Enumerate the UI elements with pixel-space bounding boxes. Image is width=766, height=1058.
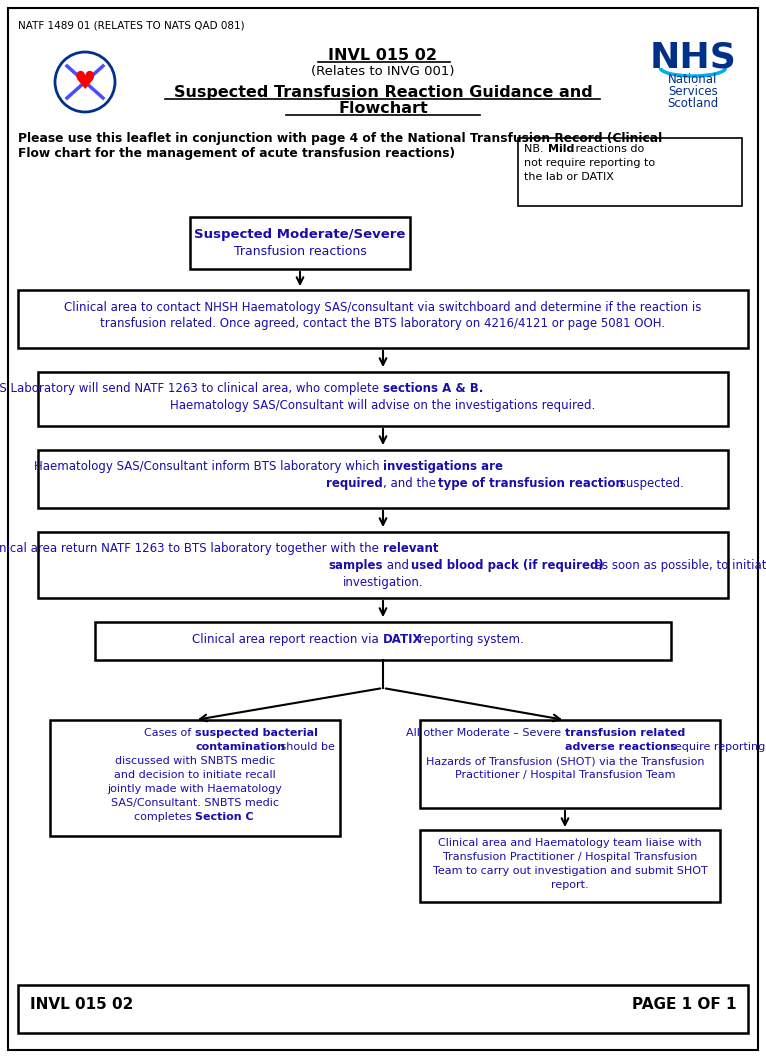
Bar [38, 450, 728, 508]
Text: investigation.: investigation. [342, 576, 424, 589]
Text: INVL 015 02: INVL 015 02 [30, 997, 133, 1013]
Text: discussed with SNBTS medic: discussed with SNBTS medic [115, 756, 275, 766]
Text: (Relates to INVG 001): (Relates to INVG 001) [311, 65, 455, 78]
Text: Transfusion reactions: Transfusion reactions [234, 245, 366, 258]
Text: Clinical area report reaction via: Clinical area report reaction via [192, 633, 383, 646]
Text: NB.: NB. [524, 144, 547, 154]
Bar [50, 720, 340, 836]
Text: suspected.: suspected. [616, 477, 684, 490]
Bar [190, 217, 410, 269]
Text: ♥: ♥ [74, 70, 97, 94]
Text: Flow chart for the management of acute transfusion reactions): Flow chart for the management of acute t… [18, 147, 455, 160]
Bar [18, 290, 748, 348]
Text: Practitioner / Hospital Transfusion Team: Practitioner / Hospital Transfusion Team [455, 770, 676, 780]
Text: transfusion related. Once agreed, contact the BTS laboratory on 4216/4121 or pag: transfusion related. Once agreed, contac… [100, 317, 666, 330]
Text: INVL 015 02: INVL 015 02 [329, 48, 437, 63]
Bar [518, 138, 742, 206]
Text: Haematology SAS/Consultant inform BTS laboratory which: Haematology SAS/Consultant inform BTS la… [34, 460, 383, 473]
Text: Clinical area and Haematology team liaise with: Clinical area and Haematology team liais… [438, 838, 702, 849]
Text: require reporting to Serious: require reporting to Serious [667, 742, 766, 752]
Text: contamination: contamination [195, 742, 285, 752]
Text: as soon as possible, to initiate timely: as soon as possible, to initiate timely [591, 559, 766, 572]
Bar [420, 720, 720, 808]
Bar [18, 985, 748, 1033]
Text: Clinical area return NATF 1263 to BTS laboratory together with the: Clinical area return NATF 1263 to BTS la… [0, 542, 383, 555]
Text: adverse reactions: adverse reactions [565, 742, 677, 752]
Text: Team to carry out investigation and submit SHOT: Team to carry out investigation and subm… [433, 867, 707, 876]
Bar [38, 372, 728, 426]
Text: and: and [383, 559, 413, 572]
Bar [38, 532, 728, 598]
Text: not require reporting to: not require reporting to [524, 158, 655, 168]
Text: National: National [668, 73, 718, 86]
Text: Please use this leaflet in conjunction with page 4 of the National Transfusion R: Please use this leaflet in conjunction w… [18, 132, 663, 145]
Bar [95, 622, 671, 660]
Text: Clinical area to contact NHSH Haematology SAS/consultant via switchboard and det: Clinical area to contact NHSH Haematolog… [64, 300, 702, 314]
Text: completes: completes [134, 811, 195, 822]
Text: DATIX: DATIX [383, 633, 423, 646]
Text: samples: samples [329, 559, 383, 572]
Text: transfusion related: transfusion related [565, 728, 686, 738]
Text: Services: Services [668, 85, 718, 98]
Text: NATF 1489 01 (RELATES TO NATS QAD 081): NATF 1489 01 (RELATES TO NATS QAD 081) [18, 20, 244, 30]
Text: Mild: Mild [548, 144, 574, 154]
Text: Suspected Transfusion Reaction Guidance and: Suspected Transfusion Reaction Guidance … [174, 85, 592, 101]
Text: Hazards of Transfusion (SHOT) via the Transfusion: Hazards of Transfusion (SHOT) via the Tr… [426, 756, 704, 766]
Text: Haematology SAS/Consultant will advise on the investigations required.: Haematology SAS/Consultant will advise o… [170, 399, 596, 412]
Text: Section C: Section C [195, 811, 254, 822]
Bar [420, 829, 720, 902]
Text: All other Moderate – Severe: All other Moderate – Severe [407, 728, 565, 738]
Text: Cases of: Cases of [144, 728, 195, 738]
Text: jointly made with Haematology: jointly made with Haematology [107, 784, 283, 794]
Text: Scotland: Scotland [667, 97, 719, 110]
Text: investigations are: investigations are [383, 460, 503, 473]
Text: Suspected Moderate/Severe: Suspected Moderate/Severe [195, 229, 406, 241]
Text: , and the: , and the [383, 477, 440, 490]
Text: Transfusion Practitioner / Hospital Transfusion: Transfusion Practitioner / Hospital Tran… [443, 852, 697, 862]
Text: and decision to initiate recall: and decision to initiate recall [114, 770, 276, 780]
Text: reactions do: reactions do [572, 144, 644, 154]
Text: NHS: NHS [650, 40, 736, 74]
Text: sections A & B.: sections A & B. [383, 382, 483, 395]
Text: SAS/Consultant. SNBTS medic: SAS/Consultant. SNBTS medic [111, 798, 279, 808]
Text: type of transfusion reaction: type of transfusion reaction [438, 477, 624, 490]
Text: report.: report. [552, 880, 589, 890]
Text: required: required [326, 477, 383, 490]
Text: relevant: relevant [383, 542, 438, 555]
Text: BTS Laboratory will send NATF 1263 to clinical area, who complete: BTS Laboratory will send NATF 1263 to cl… [0, 382, 383, 395]
Text: Flowchart: Flowchart [338, 101, 428, 116]
Text: should be: should be [277, 742, 335, 752]
Text: the lab or DATIX: the lab or DATIX [524, 172, 614, 182]
Text: used blood pack (if required): used blood pack (if required) [411, 559, 604, 572]
Text: reporting system.: reporting system. [415, 633, 524, 646]
Text: PAGE 1 OF 1: PAGE 1 OF 1 [631, 997, 736, 1013]
Text: suspected bacterial: suspected bacterial [195, 728, 318, 738]
